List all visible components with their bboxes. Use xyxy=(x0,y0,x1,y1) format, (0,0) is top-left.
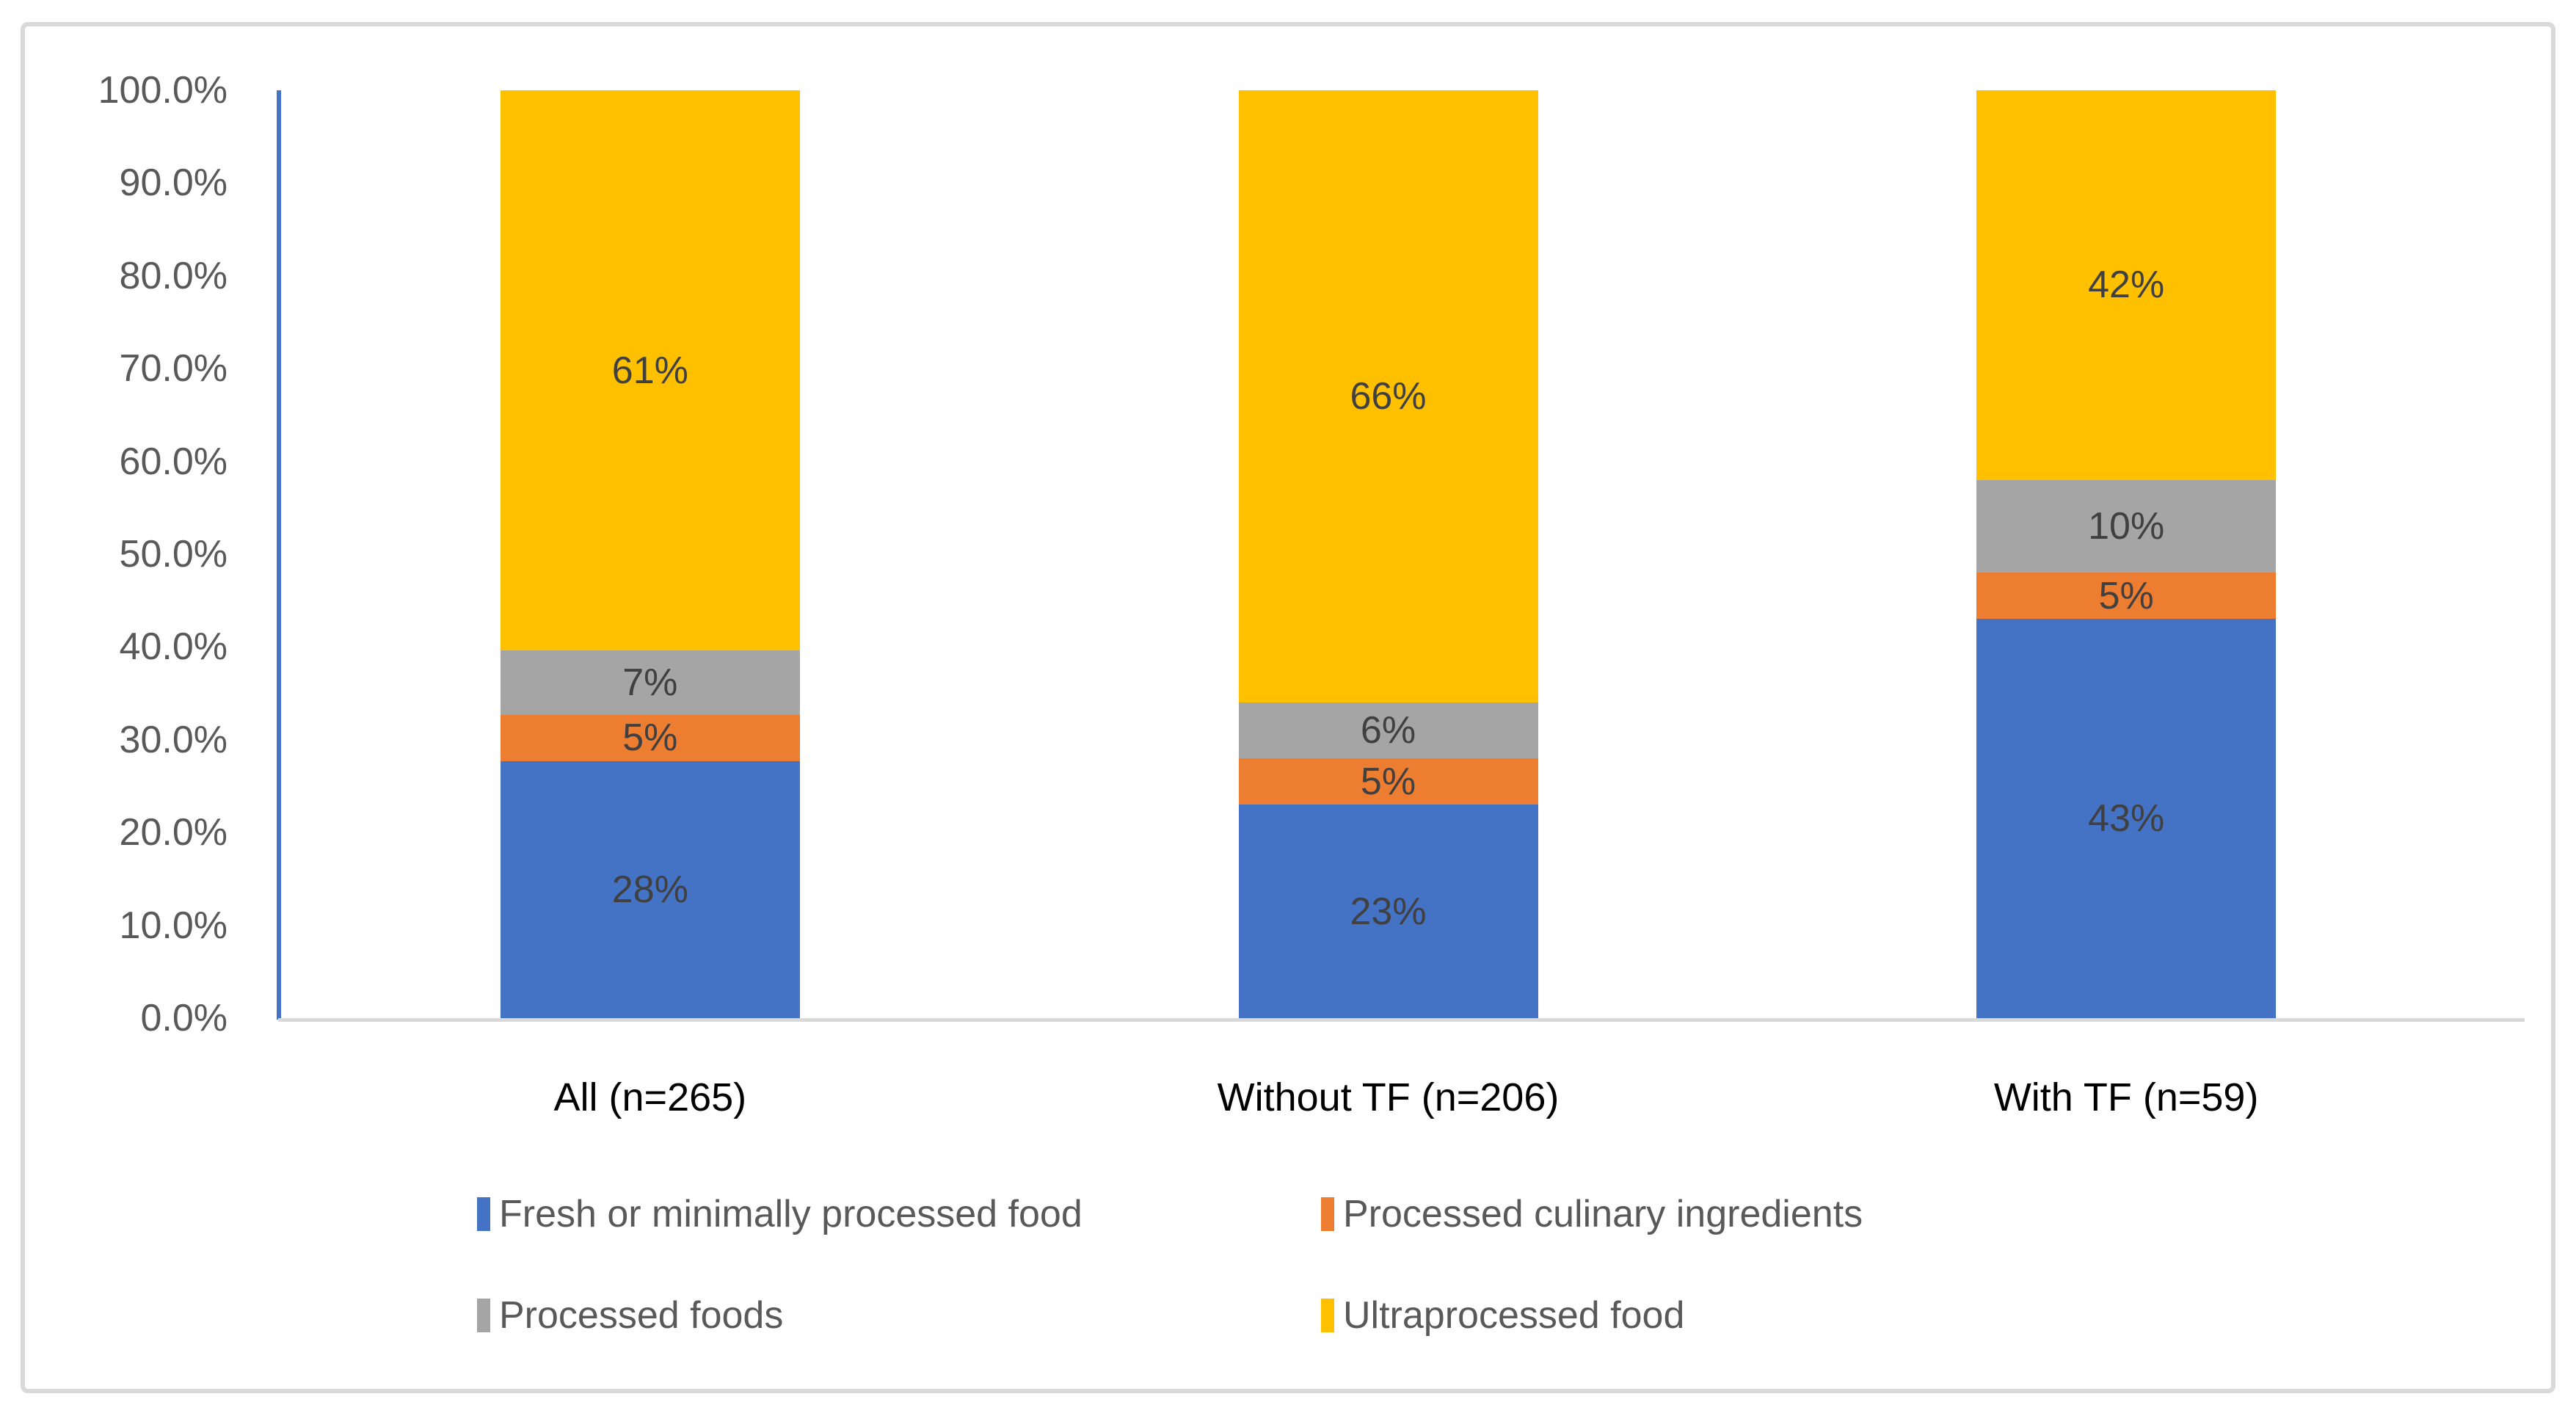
legend-item: Fresh or minimally processed food xyxy=(477,1187,1083,1241)
y-axis-tick-label: 20.0% xyxy=(119,811,228,854)
data-label: 5% xyxy=(622,716,678,760)
legend-label: Fresh or minimally processed food xyxy=(499,1193,1083,1235)
y-axis-line xyxy=(277,90,281,1020)
y-axis-tick-label: 90.0% xyxy=(119,161,228,205)
bar-segment: 5% xyxy=(500,715,800,761)
data-label: 43% xyxy=(2088,797,2165,840)
y-axis-tick-label: 100.0% xyxy=(98,69,228,112)
data-label: 10% xyxy=(2088,505,2165,548)
bar-segment: 7% xyxy=(500,650,800,716)
legend-item: Processed culinary ingredients xyxy=(1321,1187,1863,1241)
y-axis-tick-label: 80.0% xyxy=(119,254,228,297)
bar-segment: 66% xyxy=(1238,90,1538,703)
bar-segment: 10% xyxy=(1976,479,2277,573)
stacked-bar: 43% 5% 10% 42% xyxy=(1976,90,2277,1018)
data-label: 28% xyxy=(611,868,688,911)
legend-label: Processed culinary ingredients xyxy=(1343,1193,1863,1235)
y-axis-tick-label: 70.0% xyxy=(119,347,228,391)
legend-item: Processed foods xyxy=(477,1288,783,1343)
data-label: 66% xyxy=(1350,375,1427,418)
category-label: Without TF (n=206) xyxy=(1217,1075,1560,1119)
bar-segment: 28% xyxy=(500,760,800,1018)
bar-segment: 42% xyxy=(1976,90,2277,480)
data-label: 23% xyxy=(1350,890,1427,933)
data-label: 7% xyxy=(622,661,678,705)
bar-segment: 5% xyxy=(1238,758,1538,805)
legend-label: Ultraprocessed food xyxy=(1343,1294,1685,1337)
bar-segment: 23% xyxy=(1238,805,1538,1018)
bar-segment: 43% xyxy=(1976,619,2277,1018)
y-axis-tick-label: 30.0% xyxy=(119,718,228,761)
y-axis-tick-label: 50.0% xyxy=(119,533,228,576)
legend-swatch xyxy=(1321,1197,1334,1231)
y-axis-tick-label: 40.0% xyxy=(119,625,228,669)
category-label: All (n=265) xyxy=(553,1075,747,1119)
stacked-bar: 28% 5% 7% 61% xyxy=(500,90,800,1018)
bar-segment: 6% xyxy=(1238,702,1538,759)
data-label: 42% xyxy=(2088,264,2165,307)
data-label: 61% xyxy=(611,349,688,392)
y-axis-tick-label: 10.0% xyxy=(119,904,228,947)
bar-segment: 61% xyxy=(500,90,800,651)
data-label: 5% xyxy=(2098,574,2154,617)
legend-swatch xyxy=(477,1197,490,1231)
legend-label: Processed foods xyxy=(499,1294,784,1337)
y-axis-tick-label: 60.0% xyxy=(119,440,228,483)
y-axis-tick-label: 0.0% xyxy=(140,997,228,1039)
legend-item: Ultraprocessed food xyxy=(1321,1288,1684,1343)
x-axis-line xyxy=(278,1018,2525,1022)
legend-swatch xyxy=(477,1299,490,1332)
category-label: With TF (n=59) xyxy=(1993,1075,2259,1119)
data-label: 6% xyxy=(1360,709,1416,752)
bar-segment: 5% xyxy=(1976,573,2277,620)
stacked-bar: 23% 5% 6% 66% xyxy=(1238,90,1538,1018)
legend-swatch xyxy=(1321,1299,1334,1332)
data-label: 5% xyxy=(1360,760,1416,803)
